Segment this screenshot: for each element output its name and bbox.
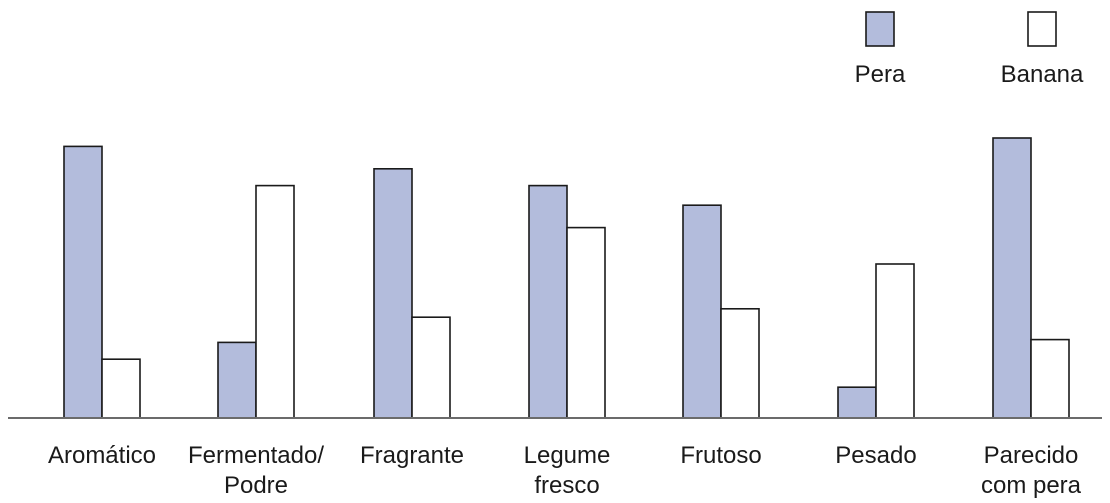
- legend: Pera Banana: [855, 11, 1084, 88]
- bars-group: [63, 137, 1070, 419]
- legend-swatch-banana: [1027, 11, 1057, 47]
- x-tick-label-3: Legume fresco: [524, 442, 611, 499]
- bar-banana-1: [255, 184, 295, 419]
- bar-pera-5: [837, 386, 877, 419]
- x-tick-label-1: Fermentado/Podre: [188, 442, 324, 499]
- x-tick-labels: Aromático Fermentado/Podre Fragrante Legume…: [48, 442, 1082, 499]
- bar-banana-2: [411, 316, 451, 419]
- bar-banana-5: [875, 263, 915, 419]
- bar-banana-3: [566, 226, 606, 419]
- bar-pera-2: [373, 168, 413, 419]
- bar-pera-6: [992, 137, 1032, 419]
- bar-banana-4: [720, 307, 760, 419]
- x-tick-label-0: Aromático: [48, 442, 156, 469]
- x-tick-label-4: Frutoso: [680, 442, 761, 469]
- bar-pera-0: [63, 145, 103, 419]
- bar-pera-3: [528, 184, 568, 419]
- x-tick-label-6: Parecido com pera: [981, 442, 1082, 499]
- bar-pera-1: [217, 341, 257, 419]
- bar-banana-6: [1030, 338, 1070, 419]
- legend-swatch-pera: [865, 11, 895, 47]
- legend-label-pera: Pera: [855, 61, 906, 88]
- bar-banana-0: [101, 358, 141, 419]
- x-tick-label-5: Pesado: [835, 442, 916, 469]
- legend-label-banana: Banana: [1001, 61, 1084, 88]
- bar-pera-4: [682, 204, 722, 419]
- x-tick-label-2: Fragrante: [360, 442, 464, 469]
